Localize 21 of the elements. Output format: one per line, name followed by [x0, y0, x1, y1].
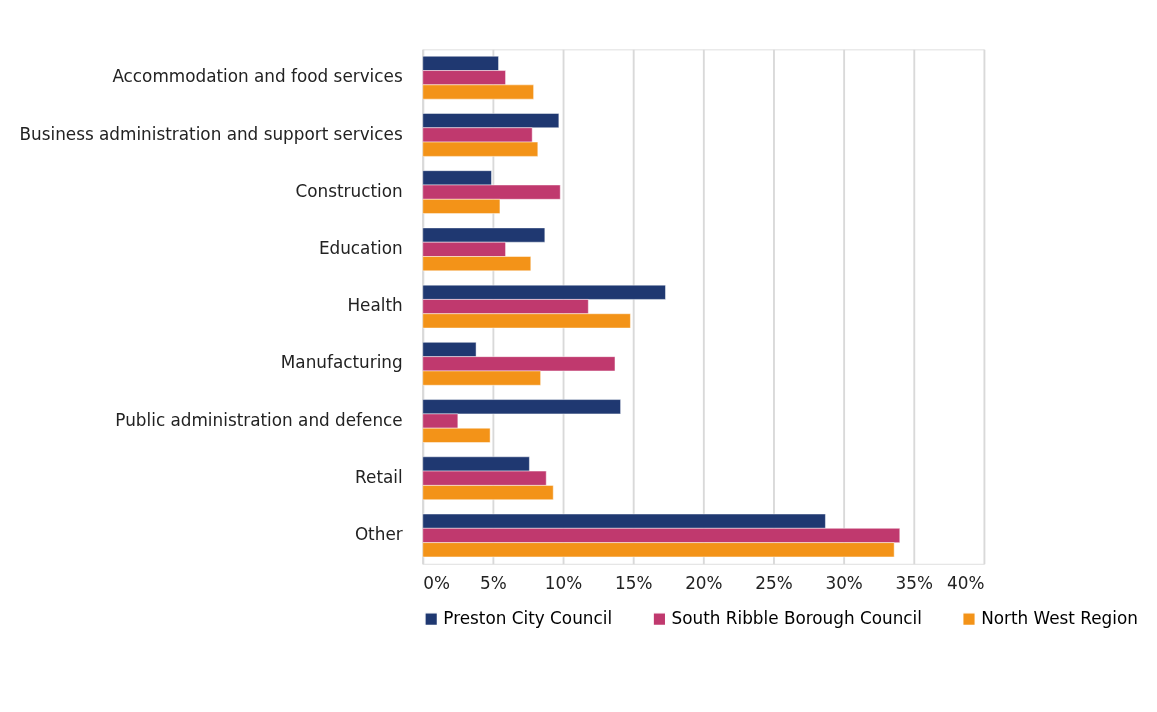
y-tick-label: Manufacturing	[280, 352, 403, 373]
x-tick-label: 0%	[423, 572, 450, 593]
legend-label: Preston City Council	[443, 607, 613, 628]
y-tick-label: Accommodation and food services	[112, 66, 403, 87]
y-tick-label: Public administration and defence	[115, 409, 403, 430]
x-tick-label: 30%	[825, 572, 863, 593]
y-tick-label: Retail	[355, 466, 403, 487]
legend-label: South Ribble Borough Council	[671, 607, 922, 628]
x-tick-label: 35%	[895, 572, 933, 593]
y-tick-label: Health	[347, 295, 403, 316]
y-tick-label: Education	[318, 238, 403, 259]
x-tick-label: 40%	[947, 572, 985, 593]
x-tick-label: 20%	[685, 572, 723, 593]
x-tick-label: 15%	[614, 572, 653, 593]
legend-label: North West Region	[981, 607, 1138, 628]
x-tick-label: 10%	[544, 572, 583, 593]
y-tick-label: Construction	[295, 180, 403, 201]
x-tick-label: 5%	[480, 572, 507, 593]
y-tick-label: Business administration and support services	[19, 123, 403, 144]
y-tick-label: Other	[354, 524, 403, 545]
x-tick-label: 25%	[755, 572, 793, 593]
